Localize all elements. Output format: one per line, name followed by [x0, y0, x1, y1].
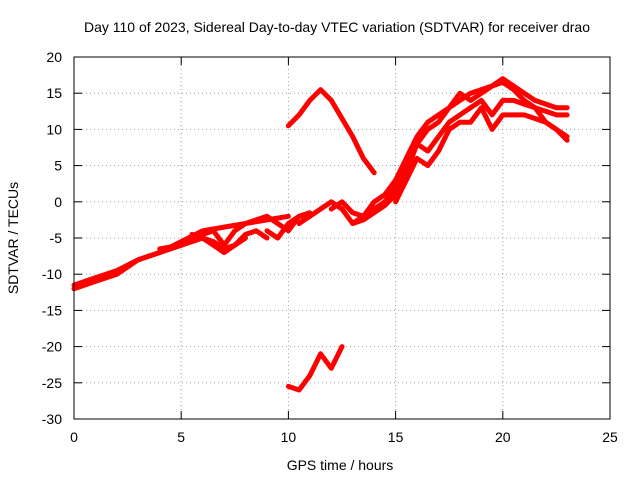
y-tick-label: 5 [54, 158, 62, 174]
y-tick-label: 15 [46, 85, 62, 101]
y-tick-label: -30 [42, 411, 62, 427]
y-axis-title: SDTVAR / TECUs [5, 182, 21, 294]
x-tick-label: 0 [70, 429, 78, 445]
y-tick-labels: -30 -25 -20 -15 -10 -5 0 5 10 15 20 [42, 49, 62, 427]
y-tick-label: 0 [54, 194, 62, 210]
y-tick-label: 20 [46, 49, 62, 65]
x-tick-label: 10 [281, 429, 297, 445]
y-tick-label: -10 [42, 266, 62, 282]
x-tick-label: 20 [495, 429, 511, 445]
series-track-9 [328, 76, 570, 219]
y-tick-label: -25 [42, 375, 62, 391]
series-track-5 [264, 210, 313, 241]
x-tick-label: 25 [602, 429, 618, 445]
y-tick-label: 10 [46, 121, 62, 137]
series-track-6 [285, 87, 377, 176]
series-track-4 [189, 231, 248, 255]
x-tick-labels: 0 5 10 15 20 25 [70, 429, 618, 445]
series-track-1 [71, 213, 313, 292]
series-track-3 [157, 228, 270, 252]
y-tick-label: -20 [42, 339, 62, 355]
series-track-12 [393, 105, 570, 205]
grid [74, 57, 610, 419]
series-layer [71, 76, 570, 393]
series-track-2 [71, 213, 291, 288]
y-tick-label: -5 [50, 230, 63, 246]
x-tick-label: 5 [177, 429, 185, 445]
series-track-11 [371, 97, 570, 212]
x-axis-title: GPS time / hours [287, 457, 394, 473]
series-track-7 [285, 344, 345, 393]
chart-title: Day 110 of 2023, Sidereal Day-to-day VTE… [84, 19, 590, 35]
x-tick-label: 15 [388, 429, 404, 445]
ticks [73, 56, 611, 420]
y-tick-label: -15 [42, 302, 62, 318]
